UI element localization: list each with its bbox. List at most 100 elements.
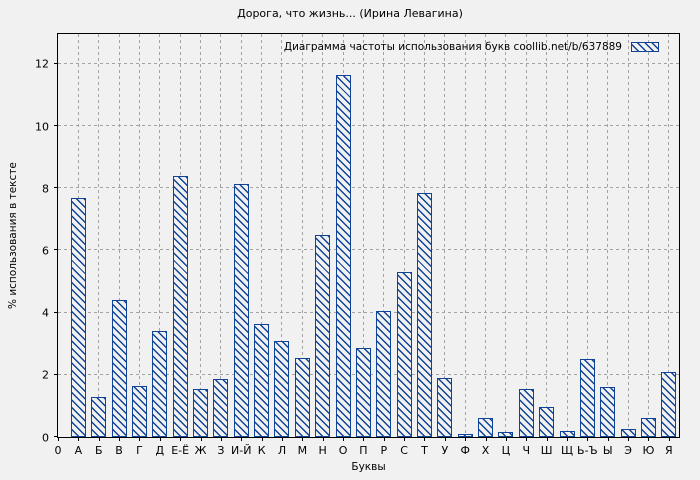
- gridline-v: [627, 34, 629, 437]
- x-tick-label: К: [257, 444, 266, 457]
- x-tick-label: С: [400, 444, 408, 457]
- bar-В: [111, 300, 127, 437]
- y-axis-title: % использования в тексте: [7, 162, 19, 309]
- bar-Щ: [559, 431, 575, 437]
- x-tick-label: Ы: [602, 444, 613, 457]
- gridline-v: [485, 34, 487, 437]
- x-axis-tick: [78, 437, 80, 441]
- x-axis-tick: [139, 437, 141, 441]
- bar-Т: [416, 193, 432, 437]
- x-tick-label: А: [74, 444, 83, 457]
- gridline-v: [301, 34, 303, 437]
- gridline-h: [58, 125, 679, 127]
- plot-canvas: 0 2 4 6 8 10 12 0 А Б В Г Д Е-Ё Ж З И-Й К Л М Н О П Р С Т У Ф Х Ц Ч Ш Щ Ь…: [35, 34, 679, 457]
- bar-Г: [131, 386, 147, 437]
- x-axis-tick: [404, 437, 406, 441]
- gridline-v: [444, 34, 446, 437]
- x-tick-label: Д: [155, 444, 165, 457]
- gridline-v: [586, 34, 588, 437]
- x-axis-tick: [546, 437, 548, 441]
- gridline-v: [118, 34, 120, 437]
- x-tick-label: О: [338, 444, 348, 457]
- gridline-v: [566, 34, 568, 437]
- bar-Ю: [640, 418, 656, 437]
- y-axis-tick: [54, 436, 58, 437]
- gridline-v: [505, 34, 507, 437]
- x-tick-label: Х: [481, 444, 490, 457]
- chart-title: Дорога, что жизнь... (Ирина Левагина): [237, 7, 463, 20]
- gridline-v: [98, 34, 100, 437]
- x-axis-tick: [241, 437, 243, 441]
- x-tick-label: Ф: [460, 444, 470, 457]
- x-axis-tick: [567, 437, 569, 441]
- x-axis-tick: [424, 437, 426, 441]
- bar-Ц: [498, 432, 514, 437]
- legend-swatch: [631, 42, 659, 52]
- x-tick-label: И-Й: [231, 444, 252, 457]
- x-tick-label: Ц: [501, 444, 511, 457]
- x-axis-title: Буквы: [351, 461, 386, 473]
- x-axis-tick: [648, 437, 650, 441]
- y-axis-tick: [54, 311, 58, 313]
- bar-И-Й: [233, 184, 249, 437]
- legend-label: Диаграмма частоты использования букв coo…: [283, 41, 622, 53]
- x-axis-tick: [485, 437, 487, 441]
- x-axis-tick: [159, 437, 161, 441]
- y-tick-label: 4: [42, 306, 49, 320]
- x-tick-label: Т: [421, 444, 428, 457]
- gridline-v: [403, 34, 405, 437]
- y-axis-tick: [54, 249, 58, 251]
- x-tick-label: Н: [318, 444, 327, 457]
- x-tick-label: Э: [624, 444, 632, 457]
- x-tick-label: Ь-Ъ: [577, 444, 598, 457]
- x-tick-label: Р: [380, 444, 388, 457]
- x-tick-label: 0: [54, 444, 62, 457]
- gridline-v: [220, 34, 222, 437]
- x-axis-tick: [343, 437, 345, 441]
- y-tick-label: 2: [42, 368, 49, 382]
- y-tick-label: 8: [42, 182, 49, 196]
- gridline-v: [525, 34, 527, 437]
- x-tick-label: Г: [136, 444, 143, 457]
- x-axis-tick: [200, 437, 202, 441]
- gridline-h: [58, 249, 679, 251]
- x-tick-label: Б: [94, 444, 103, 457]
- plot-area: 0 2 4 6 8 10 12 0 А Б В Г Д Е-Ё Ж З И-Й К Л М Н О П Р С Т У Ф Х Ц Ч Ш Щ Ь…: [35, 33, 680, 457]
- gridline-v: [647, 34, 649, 437]
- x-axis-tick: [526, 437, 528, 441]
- x-axis-tick: [444, 437, 446, 441]
- bar-Н: [315, 235, 331, 437]
- x-axis-tick: [180, 437, 182, 441]
- gridline-v: [546, 34, 548, 437]
- bar-Ы: [600, 387, 616, 437]
- x-tick-label: В: [115, 444, 123, 457]
- y-axis-tick: [54, 125, 58, 127]
- y-tick-label: 10: [35, 120, 49, 134]
- x-tick-label: М: [297, 444, 308, 457]
- gridline-v: [138, 34, 140, 437]
- bar-З: [213, 379, 229, 437]
- x-axis-tick: [261, 437, 263, 441]
- x-axis-tick: [607, 437, 609, 441]
- bar-С: [396, 272, 412, 437]
- x-axis-tick: [58, 437, 59, 441]
- x-axis-tick: [119, 437, 121, 441]
- y-tick-label: 0: [42, 431, 49, 444]
- x-tick-label: П: [359, 444, 368, 457]
- x-tick-label: Ю: [642, 444, 655, 457]
- x-axis-tick: [587, 437, 589, 441]
- x-axis-tick: [465, 437, 467, 441]
- bar-Е-Ё: [172, 176, 188, 437]
- gridline-v: [200, 34, 202, 437]
- x-tick-label: Е-Ё: [171, 444, 190, 457]
- x-axis-tick: [322, 437, 324, 441]
- bar-Ш: [539, 407, 555, 437]
- x-tick-label: Ш: [540, 444, 553, 457]
- bar-К: [254, 324, 270, 437]
- x-tick-label: Л: [277, 444, 287, 457]
- y-axis-tick: [54, 62, 58, 64]
- bar-Ф: [457, 434, 473, 437]
- x-tick-label: Ч: [522, 444, 531, 457]
- x-axis-tick: [98, 437, 100, 441]
